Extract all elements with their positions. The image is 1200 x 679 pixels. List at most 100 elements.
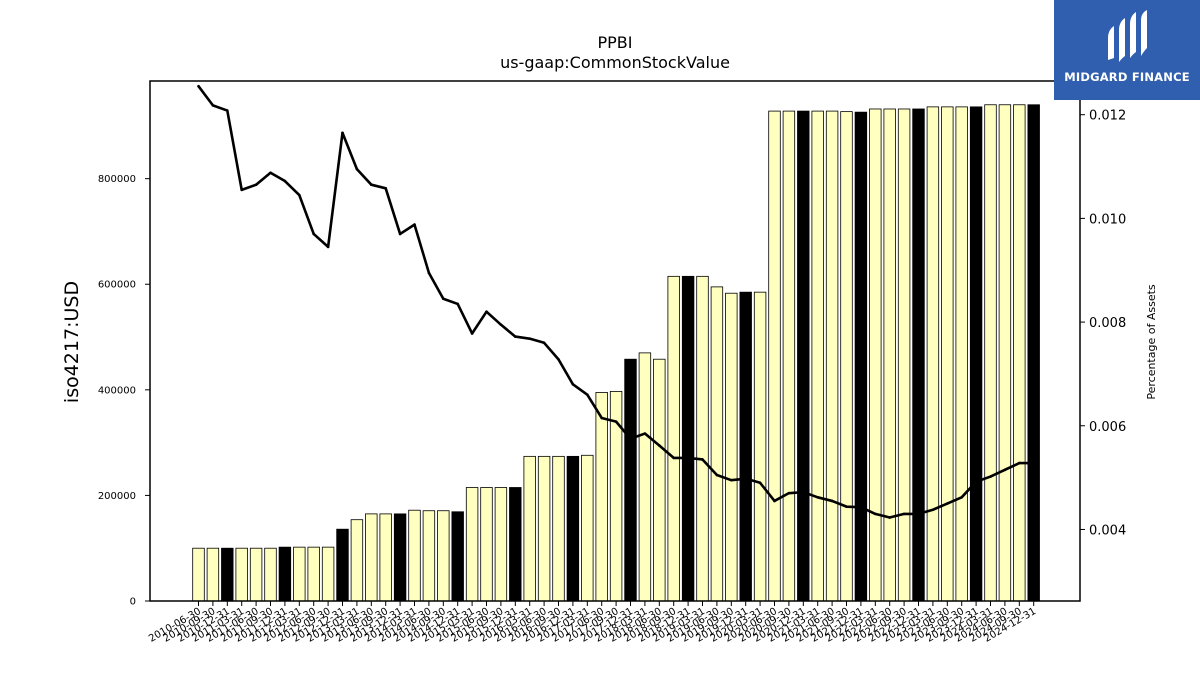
bar [883,108,896,602]
bar [840,111,853,602]
line-point [499,323,503,326]
bar [566,455,580,602]
bar [595,392,608,602]
bar [278,546,292,602]
bar [667,275,680,602]
left-axis-ticks: 0 200000 400000 600000 800000 [98,174,150,608]
bar [307,546,320,602]
line-point [456,302,460,306]
line-point [686,456,690,460]
line-point [1032,461,1035,465]
bar [941,106,954,602]
bar [811,110,824,602]
y2-axis-label: Percentage of Assets [1145,284,1158,400]
line-point [931,508,935,512]
line-point [1003,468,1007,472]
bar [523,455,536,602]
bar [797,110,810,602]
bar [494,487,508,602]
line-point [629,437,632,441]
x-axis-ticks: 2010-06-302010-09-302010-12-312011-03-31… [147,601,1038,645]
bar [710,286,724,602]
axes [149,80,1081,602]
chart-subtitle: us-gaap:CommonStockValue [500,53,730,72]
line-point [730,478,733,482]
line-point [946,502,949,505]
line-point [902,512,906,516]
line-point [226,109,229,112]
line-point [672,456,675,460]
line-point [888,516,891,519]
line-point [470,332,474,335]
bar [235,547,248,602]
line-point [744,477,747,480]
y2-tick-label: 0.006 [1089,420,1126,435]
y2-tick-label: 0.004 [1089,523,1126,538]
line-point [557,358,560,361]
bar [1027,104,1040,602]
bar [825,110,839,602]
line-point [571,382,575,386]
line-point [586,393,589,396]
plot-frame [149,80,1081,602]
line-point [874,512,877,516]
bar [854,111,868,602]
line-point [758,481,762,485]
line-point [398,232,402,236]
bar [537,455,551,602]
bar [681,275,695,602]
line-point [1018,461,1021,465]
bar [365,513,378,602]
chart-title: PPBI [598,33,633,52]
bar [739,291,752,602]
line-point [830,499,834,503]
bar [984,104,997,602]
y-axis-label: iso4217:USD [61,281,83,403]
line-point [326,245,330,249]
bar [624,358,637,602]
bar [480,487,493,602]
line-point [989,475,992,478]
line-point [614,420,618,423]
bar [422,510,436,602]
bar [782,110,796,602]
logo-text: MIDGARD FINANCE [1064,70,1190,84]
line-point [298,193,301,197]
bar [336,528,349,602]
line-point [643,432,647,435]
bar [221,547,234,602]
y2-tick-label: 0.010 [1089,212,1126,227]
line-point [974,480,978,484]
y-tick-label: 800000 [98,174,136,185]
bar [1013,104,1026,602]
bar [581,454,594,602]
line-point [384,187,388,190]
bar [753,291,767,602]
bar [206,547,220,602]
bar [192,547,205,602]
y-tick-label: 600000 [98,280,136,291]
line-point [802,490,805,494]
line-point [917,512,920,516]
line-point [528,337,531,340]
bar [509,487,522,602]
bar [638,352,652,602]
bar [696,275,709,602]
bar [552,455,565,602]
bar [350,519,364,602]
y2-tick-label: 0.008 [1089,316,1126,331]
line-point [845,505,848,508]
y2-tick-label: 0.012 [1089,109,1126,124]
line-point [960,496,963,499]
bar [725,292,738,602]
bar [379,513,392,602]
line-point [485,310,488,314]
logo-mark-icon [1108,10,1147,62]
bar [926,106,940,602]
line-point [283,179,287,183]
line-point [600,416,603,420]
bar [869,108,882,602]
bar [998,104,1012,602]
